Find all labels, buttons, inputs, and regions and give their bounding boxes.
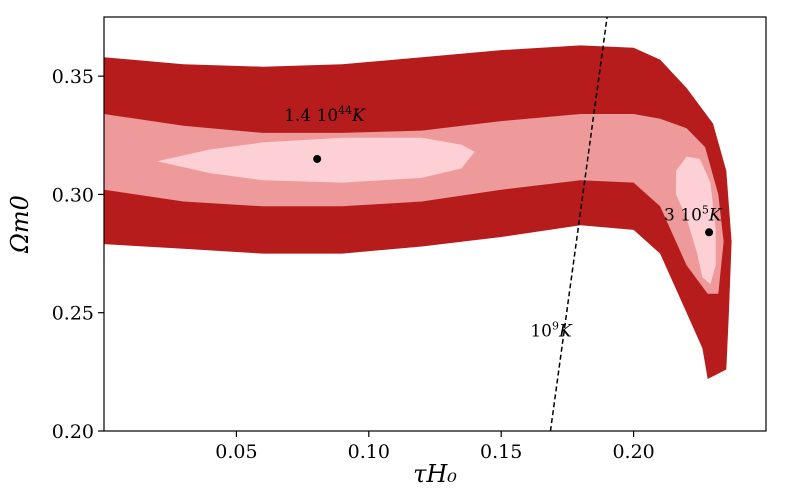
x-tick-label: 0.10: [348, 441, 390, 463]
reference-line-10e9K: [549, 17, 608, 431]
best-fit-left: [313, 154, 322, 163]
y-tick-label: 0.25: [52, 303, 94, 325]
annotation-right-base: 3 10: [664, 205, 702, 225]
best-fit-right: [705, 228, 714, 237]
x-tick-label: 0.20: [612, 441, 654, 463]
best-fit-points: [313, 154, 714, 237]
annotation-left: 1.4 1044K: [284, 104, 366, 126]
plot-frame: [103, 16, 767, 432]
y-axis-ticks: 0.20 0.25 0.30 0.35: [52, 66, 104, 443]
annotation-right-unit: K: [708, 205, 723, 225]
confidence-regions: [104, 45, 732, 380]
inner-region-right: [676, 156, 716, 285]
annotation-line: 109K: [530, 319, 573, 341]
x-axis-label: τH₀: [413, 460, 457, 488]
annotation-line-exponent: 9: [552, 319, 559, 332]
y-tick-label: 0.30: [52, 184, 94, 206]
annotation-line-unit: K: [558, 321, 573, 341]
reference-line-layer: [549, 17, 608, 431]
y-tick-label: 0.20: [52, 421, 94, 443]
annotation-line-base: 10: [530, 321, 552, 341]
y-axis-label: Ωm0: [6, 195, 34, 254]
annotation-left-unit: K: [351, 106, 366, 126]
y-tick-label: 0.35: [52, 66, 94, 88]
x-tick-label: 0.15: [480, 441, 522, 463]
outer-confidence-region: [104, 45, 732, 380]
annotation-left-base: 1.4 10: [284, 106, 338, 126]
x-tick-label: 0.05: [215, 441, 257, 463]
annotation-left-exponent: 44: [338, 104, 352, 117]
x-axis-ticks: 0.05 0.10 0.15 0.20: [215, 431, 655, 463]
annotation-right: 3 105K: [664, 203, 723, 225]
annotation-right-exponent: 5: [702, 203, 709, 216]
